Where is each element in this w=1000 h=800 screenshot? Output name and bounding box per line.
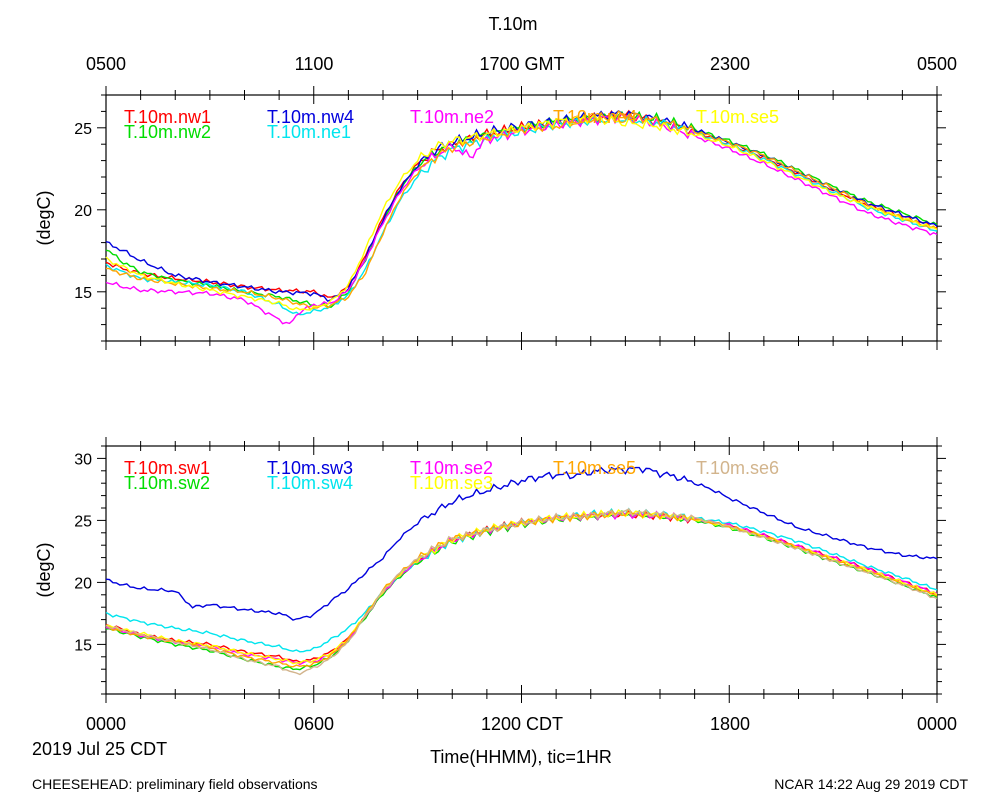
legend-entry: T.10m.sw1 (124, 458, 210, 478)
series-line-t-10m-ne4 (105, 110, 938, 311)
legend-entry: T.10m.sw4 (267, 473, 353, 493)
y-tick-label: 25 (74, 121, 92, 138)
footer-left: CHEESEHEAD: preliminary field observatio… (32, 776, 318, 792)
legend-entry: T.10m.se5 (696, 107, 779, 127)
date-label: 2019 Jul 25 CDT (32, 739, 167, 759)
legend-entry: T.10m.sw2 (124, 473, 210, 493)
top-tick-label: 1100 (295, 54, 334, 74)
lower-y-axis-label: (degC) (34, 542, 54, 597)
lower-series-lines (105, 466, 938, 676)
legend-entry: T.10m.ne1 (267, 122, 351, 142)
y-tick-label: 20 (74, 203, 92, 220)
legend-entry: T.10m.se6 (696, 458, 779, 478)
legend-entry: T.10m.se3 (410, 473, 493, 493)
legend-entry: T.10m.nw2 (124, 122, 211, 142)
y-tick-label: 15 (74, 285, 92, 302)
legend-entry: T.10m.se2 (410, 458, 493, 478)
upper-ticks: 15 20 25 (74, 86, 946, 350)
upper-y-axis-label: (degC) (34, 190, 54, 245)
top-tick-label: 1700 GMT (479, 54, 564, 74)
top-axis-labels: 0500 1100 1700 GMT 2300 0500 (86, 54, 957, 74)
upper-series-lines (105, 109, 938, 325)
series-line-t-10m-ne2 (105, 112, 938, 325)
bottom-tick-label: 0000 (917, 714, 957, 734)
footer-right: NCAR 14:22 Aug 29 2019 CDT (774, 776, 968, 792)
bottom-tick-label: 1800 (710, 714, 750, 734)
bottom-tick-label: 0000 (86, 714, 126, 734)
legend-entry: T.10m.sw3 (267, 458, 353, 478)
top-tick-label: 2300 (710, 54, 750, 74)
top-tick-label: 0500 (917, 54, 957, 74)
x-axis-label: Time(HHMM), tic=1HR (430, 747, 612, 767)
lower-ticks: 15 20 25 30 (74, 437, 946, 703)
y-tick-label: 30 (74, 451, 92, 468)
legend-entry: T.10m.ne2 (410, 107, 494, 127)
figure-title: T.10m (488, 14, 537, 34)
legend-entry: T.10m.se5 (553, 458, 636, 478)
legend-entry: T.10m.ne4 (553, 107, 637, 127)
bottom-tick-label: 0600 (294, 714, 334, 734)
legend-entry: T.10m.nw4 (267, 107, 354, 127)
y-tick-label: 20 (74, 575, 92, 592)
legend-entry: T.10m.nw1 (124, 107, 211, 127)
series-line-t-10m-se5 (105, 113, 938, 311)
series-line-t-10m-sw3 (105, 466, 938, 621)
bottom-axis-labels: 0000 0600 1200 CDT 1800 0000 (86, 714, 957, 734)
series-line-t-10m-se6 (105, 508, 938, 676)
top-tick-label: 0500 (86, 54, 126, 74)
y-tick-label: 15 (74, 637, 92, 654)
bottom-tick-label: 1200 CDT (481, 714, 563, 734)
y-tick-label: 25 (74, 513, 92, 530)
